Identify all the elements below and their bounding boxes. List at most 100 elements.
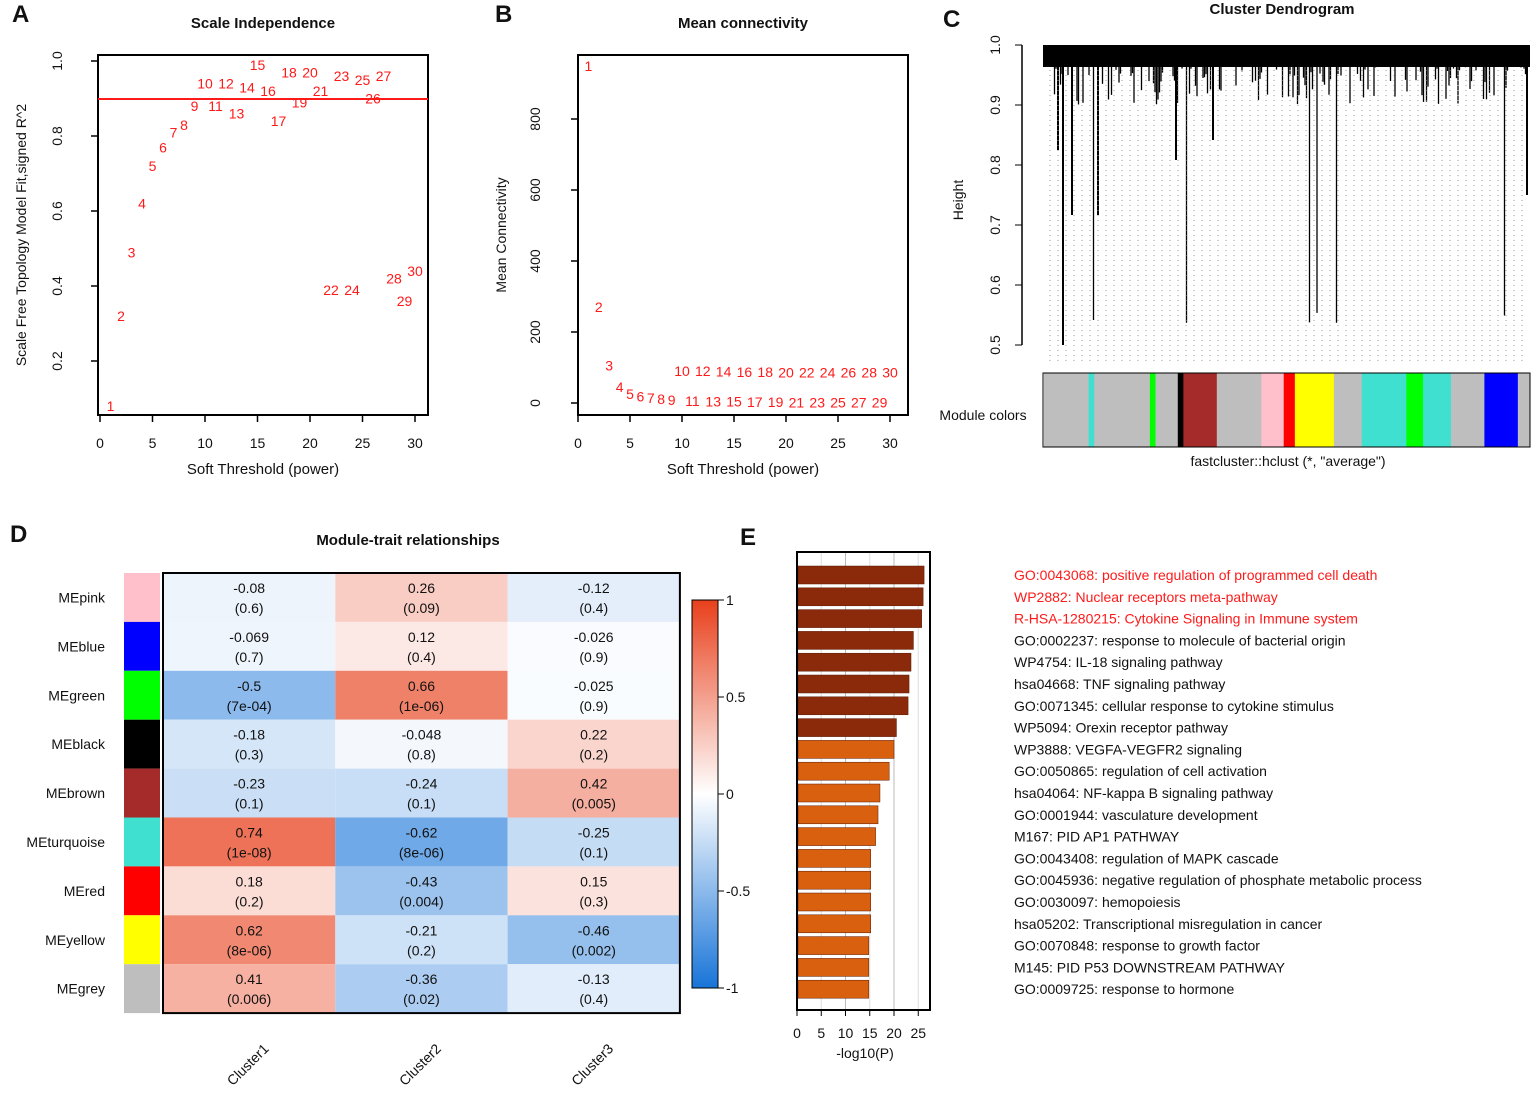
data-point-label: 4 [138,196,146,212]
cell-value: -0.026 [574,629,614,645]
cell-pvalue: (0.09) [403,600,440,616]
module-color-swatch [124,964,160,1014]
legend-label: 1 [726,592,734,608]
data-point-label: 21 [789,394,805,410]
data-point-label: 2 [117,308,125,324]
module-color-segment [1088,373,1095,447]
cell-pvalue: (0.4) [407,649,436,665]
data-point-label: 5 [149,158,157,174]
module-color-segment [1177,373,1184,447]
heatmap-cell [507,670,680,720]
heatmap-cell [507,817,680,867]
cell-value: -0.048 [402,727,442,743]
heatmap-cell [335,964,508,1014]
y-tick-label: 0.2 [49,351,65,371]
bar [797,827,876,846]
cell-pvalue: (0.8) [407,747,436,763]
x-tick-label: 5 [149,435,157,451]
cell-value: -0.36 [405,971,437,987]
legend-label: -0.5 [726,883,750,899]
y-tick-label: 0.6 [987,275,1003,295]
heatmap-cell [335,817,508,867]
cell-pvalue: (1e-08) [227,845,272,861]
y-tick-label: 0 [527,399,543,407]
x-axis-label: Soft Threshold (power) [187,461,339,478]
module-color-segment [1333,373,1363,447]
heatmap-cell [335,768,508,818]
cell-pvalue: (0.1) [407,796,436,812]
bar [797,674,910,694]
dendrogram-branches [1043,45,1530,365]
cell-pvalue: (0.3) [579,893,608,909]
row-label: MEgreen [48,687,105,703]
data-point-label: 18 [281,64,297,80]
y-tick-label: 400 [527,249,543,273]
cell-value: -0.069 [229,629,269,645]
row-label: MEbrown [46,785,105,801]
module-color-swatch [124,915,160,965]
heatmap-cell [335,915,508,965]
bar [797,761,890,781]
heatmap-cell [335,719,508,769]
data-point-label: 10 [674,363,690,379]
y-axis-label: Scale Free Topology Model Fit,signed R^2 [13,104,29,367]
data-point-label: 22 [323,282,339,298]
cell-pvalue: (0.2) [235,893,264,909]
term-label: WP5094: Orexin receptor pathway [1014,720,1228,736]
row-label: MEyellow [45,932,106,948]
data-point-label: 9 [668,392,676,408]
data-point-label: 19 [292,94,308,110]
cell-value: -0.46 [578,922,610,938]
data-point-label: 5 [626,386,634,402]
y-tick-label: 0.5 [987,335,1003,355]
term-label: GO:0002237: response to molecule of bact… [1014,632,1346,648]
data-point-label: 1 [107,398,115,414]
cell-value: -0.13 [578,971,610,987]
branch-top [1043,45,1530,67]
cell-pvalue: (0.6) [235,600,264,616]
module-color-segment [1261,373,1285,447]
x-tick-label: 15 [726,435,742,451]
term-label: WP4754: IL-18 signaling pathway [1014,654,1223,670]
cell-value: -0.5 [237,678,261,694]
term-label: R-HSA-1280215: Cytokine Signaling in Imm… [1014,611,1358,627]
cell-pvalue: (8e-06) [227,942,272,958]
module-color-segment [1094,373,1151,447]
cell-pvalue: (0.9) [579,698,608,714]
cell-value: 0.26 [408,580,435,596]
panel-letter: C [943,6,960,33]
cell-pvalue: (0.9) [579,649,608,665]
cell-value: -0.62 [405,825,437,841]
cell-value: -0.18 [233,727,265,743]
panel-letter: A [12,1,29,28]
row-label: MEturquoise [26,834,105,850]
column-label: Cluster1 [224,1040,272,1088]
data-point-label: 11 [208,98,223,114]
plot-frame [97,54,429,416]
bar [797,805,879,825]
cell-value: 0.74 [236,825,263,841]
x-tick-label: 20 [886,1025,902,1041]
y-tick-label: 0.8 [49,126,65,146]
x-tick-label: 15 [862,1025,878,1041]
heatmap-cell [335,866,508,916]
y-tick-label: 0.4 [49,276,65,296]
heatmap-cell [507,915,680,965]
bar [797,631,914,650]
module-color-segment [1406,373,1424,447]
cell-pvalue: (0.006) [227,991,271,1007]
cell-value: -0.43 [405,873,437,889]
module-color-segment [1155,373,1179,447]
heatmap-cell [507,866,680,916]
cell-value: 0.41 [236,971,263,987]
module-color-swatch [124,817,160,867]
data-point-label: 24 [820,364,836,380]
heatmap-cell [163,573,336,622]
chart-title: Cluster Dendrogram [1209,1,1354,18]
plot-frame [577,54,909,416]
cell-pvalue: (0.2) [407,942,436,958]
data-point-label: 18 [757,364,773,380]
cell-pvalue: (0.1) [235,796,264,812]
data-point-label: 6 [637,389,645,405]
data-point-label: 14 [239,79,255,95]
